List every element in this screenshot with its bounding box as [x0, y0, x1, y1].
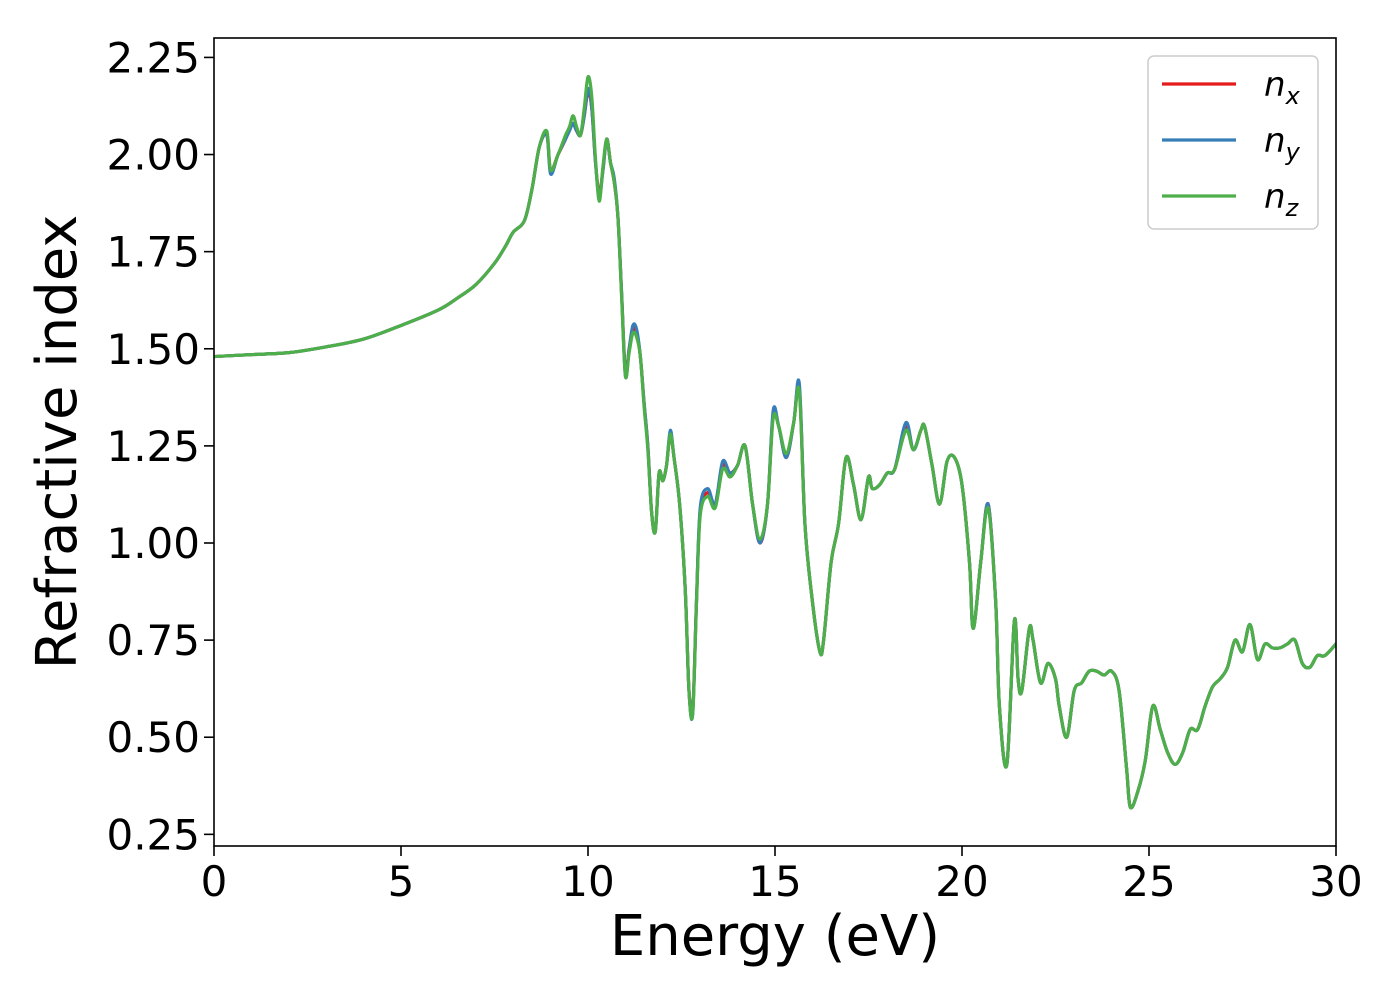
y-tick-label: 1.75	[106, 228, 200, 277]
y-tick-label: 0.50	[106, 713, 200, 762]
y-tick-label: 2.25	[106, 33, 200, 82]
y-tick-label: 0.75	[106, 616, 200, 665]
x-tick-label: 30	[1309, 857, 1362, 906]
legend-subscript: z	[1285, 194, 1300, 222]
x-tick-label: 25	[1122, 857, 1175, 906]
x-tick-label: 20	[935, 857, 988, 906]
x-tick-label: 15	[748, 857, 801, 906]
series-line-z	[214, 74, 1336, 810]
y-tick-label: 1.25	[106, 422, 200, 471]
x-tick-label: 5	[388, 857, 415, 906]
y-tick-label: 1.50	[106, 325, 200, 374]
y-axis-label: Refractive index	[25, 215, 90, 670]
legend-subscript: x	[1285, 82, 1301, 110]
x-tick-label: 10	[561, 857, 614, 906]
legend-box	[1147, 55, 1319, 230]
y-axis-ticks: 0.25 0.50 0.75 1.00 1.25 1.50 1.75 2.00 2.25	[106, 33, 214, 859]
y-tick-label: 0.25	[106, 810, 200, 859]
y-tick-label: 2.00	[106, 131, 200, 180]
legend-subscript: y	[1285, 138, 1301, 166]
x-tick-label: 0	[201, 857, 228, 906]
y-tick-label: 1.00	[106, 519, 200, 568]
x-axis-label: Energy (eV)	[610, 904, 940, 969]
series-layer	[214, 74, 1336, 810]
x-axis-ticks: 0 5 10 15 20 25 30	[201, 846, 1363, 906]
